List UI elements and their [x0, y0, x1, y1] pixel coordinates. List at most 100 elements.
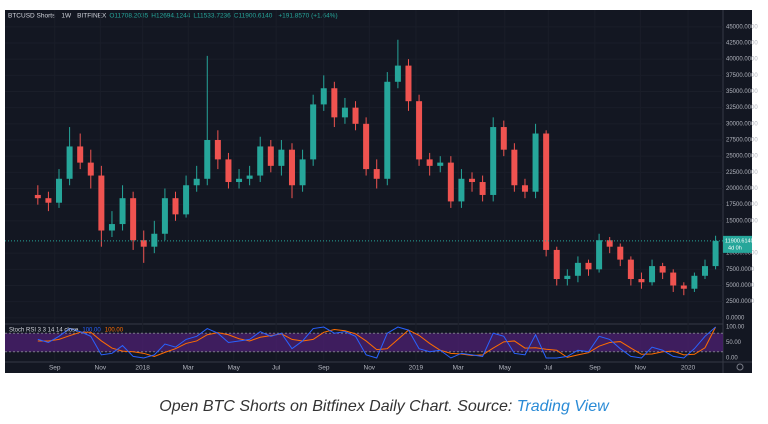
y-tick-label: 7500.0000	[726, 267, 755, 273]
y-tick-label: 5000.0000	[726, 283, 755, 289]
candle-body	[532, 133, 539, 192]
candle-body	[680, 285, 687, 289]
candle-body	[649, 266, 656, 283]
x-tick-label: Nov	[364, 365, 376, 372]
rsi-legend-text: 100.00	[105, 328, 124, 334]
y-tick-label: 45000.0000	[726, 24, 758, 30]
x-tick-label: 2019	[409, 365, 424, 372]
y-tick-label: 27500.0000	[726, 138, 758, 144]
candle-body	[119, 198, 126, 225]
last-price-label: 11900.6140	[725, 238, 754, 244]
chart: BTCUSD Shorts 1W BITFINEX O11708.2035 H12694…	[5, 10, 758, 373]
x-tick-label: May	[499, 365, 512, 372]
candle-body	[437, 162, 444, 166]
candle-body	[130, 198, 137, 241]
chart-background	[5, 10, 752, 373]
candle-body	[193, 178, 200, 186]
x-tick-label: Nov	[95, 365, 107, 372]
candle-body	[416, 101, 423, 160]
x-tick-label: Nov	[635, 365, 647, 372]
candle-body	[214, 139, 221, 160]
y-tick-label: 37500.0000	[726, 73, 758, 79]
candle-body	[87, 162, 94, 176]
candle-body	[341, 107, 348, 118]
x-tick-label: 2018	[135, 365, 150, 372]
candle-body	[278, 149, 285, 166]
last-price-box	[723, 235, 752, 253]
candle-body	[267, 146, 274, 166]
candle-body	[469, 178, 476, 183]
candle-body	[151, 233, 158, 247]
candle-body	[236, 178, 243, 183]
y-tick-label: 22500.0000	[726, 170, 758, 176]
y-tick-label: 17500.0000	[726, 202, 758, 208]
x-tick-label: Mar	[183, 365, 195, 372]
y-tick-label: 20000.0000	[726, 186, 758, 192]
candle-body	[363, 123, 370, 170]
candle-body	[183, 185, 190, 215]
y-tick-label: 0.0000	[726, 315, 745, 321]
candle-body	[617, 246, 624, 260]
candle-body	[320, 88, 327, 105]
x-tick-label: Sep	[318, 365, 330, 372]
candle-body	[574, 262, 581, 276]
x-tick-label: May	[228, 365, 241, 372]
candle-body	[140, 240, 147, 247]
y-tick-label: 40000.0000	[726, 57, 758, 63]
candle-body	[161, 198, 168, 234]
candle-body	[225, 159, 232, 183]
candle-body	[585, 262, 592, 270]
candle-body	[384, 81, 391, 179]
header-text: L11533.7236	[193, 13, 231, 20]
candle-body	[331, 88, 338, 118]
candle-body	[108, 224, 115, 231]
header-text: 1W	[61, 13, 72, 20]
candle-body	[701, 266, 708, 276]
candle-body	[627, 259, 634, 280]
x-tick-label: Jul	[544, 365, 553, 372]
y-tick-label: 15000.0000	[726, 218, 758, 224]
candle-body	[172, 198, 179, 215]
candle-body	[352, 107, 359, 124]
candle-body	[288, 149, 295, 186]
candle-body	[543, 133, 550, 250]
candle-body	[77, 146, 84, 163]
candle-body	[521, 185, 528, 192]
y-tick-label: 35000.0000	[726, 89, 758, 95]
candle-body	[56, 178, 63, 203]
rsi-tick-label: 0.00	[726, 356, 738, 362]
candle-body	[204, 139, 211, 179]
source-link[interactable]: Trading View	[516, 398, 609, 415]
y-tick-label: 2500.0000	[726, 299, 755, 305]
rsi-band	[5, 333, 723, 352]
candle-body	[606, 240, 613, 247]
header-text: O11708.2035	[109, 13, 148, 20]
x-tick-label: 2020	[681, 365, 696, 372]
header-text: H12694.1244	[151, 13, 190, 20]
candle-body	[405, 65, 412, 102]
candle-body	[511, 149, 518, 186]
rsi-legend-text: 100.00	[82, 328, 101, 334]
rsi-tick-label: 50.00	[726, 340, 742, 346]
candle-body	[553, 249, 560, 280]
x-tick-label: Jul	[272, 365, 281, 372]
x-tick-label: Sep	[49, 365, 61, 372]
countdown-label: 4d 0h	[728, 245, 742, 251]
candle-body	[691, 275, 698, 289]
candle-body	[659, 266, 666, 273]
candle-body	[66, 146, 73, 179]
settings-icon[interactable]	[736, 363, 744, 371]
candle-body	[596, 240, 603, 270]
y-tick-label: 30000.0000	[726, 121, 758, 127]
caption: Open BTC Shorts on Bitfinex Daily Chart.…	[0, 398, 768, 416]
candle-body	[490, 127, 497, 195]
rsi-tick-label: 100.00	[726, 325, 745, 331]
candle-body	[299, 159, 306, 186]
x-tick-label: Mar	[453, 365, 465, 372]
header-text: BITFINEX	[77, 13, 107, 20]
header-text: BTCUSD Shorts	[8, 13, 56, 20]
candle-body	[712, 240, 719, 267]
y-tick-label: 42500.0000	[726, 41, 758, 47]
candle-body	[458, 178, 465, 202]
